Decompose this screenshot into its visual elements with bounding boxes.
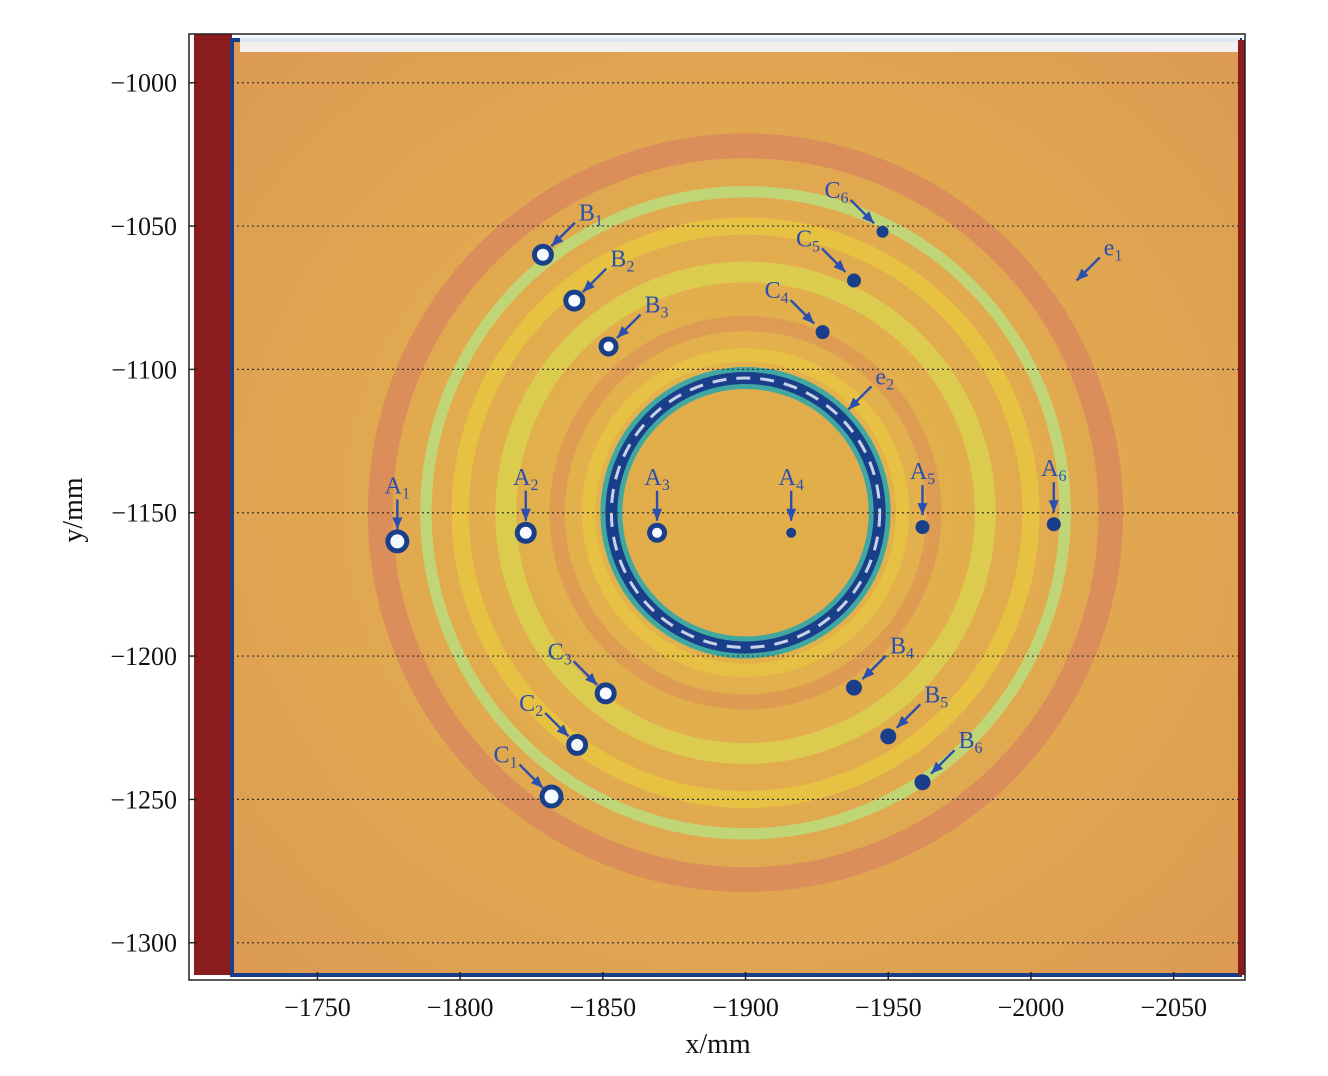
x-axis-ticks: −1750 −1800 −1850 −1900 −1950 −2000 −2050 bbox=[284, 972, 1207, 1022]
field-ring-band bbox=[420, 185, 1071, 840]
annotation-label: B5 bbox=[924, 682, 948, 711]
defect-marker-core bbox=[536, 248, 549, 261]
annotation-arrowhead bbox=[392, 517, 403, 530]
annotation-label: B1 bbox=[579, 201, 603, 230]
annotation-arrowhead bbox=[896, 715, 909, 728]
annotation-label: e2 bbox=[875, 364, 894, 393]
annotation-label: A3 bbox=[644, 465, 669, 494]
defect-marker bbox=[880, 728, 897, 745]
y-axis-title: y/mm bbox=[58, 477, 89, 543]
defect-marker-core bbox=[390, 534, 405, 549]
annotation-arrowhead bbox=[1076, 268, 1089, 281]
annotation-arrowhead bbox=[862, 211, 875, 224]
plot-frame bbox=[188, 33, 1246, 981]
y-tick-label: −1100 bbox=[111, 355, 177, 384]
x-tick-label: −1950 bbox=[855, 993, 922, 1022]
annotation-arrowhead bbox=[930, 761, 943, 774]
defect-marker bbox=[786, 527, 797, 538]
plot-area bbox=[188, 33, 1246, 981]
defect-marker-core bbox=[599, 687, 612, 700]
defect-marker-core bbox=[519, 526, 532, 539]
inner-ring-highlight bbox=[609, 376, 882, 649]
y-tick-label: −1050 bbox=[110, 212, 177, 241]
annotation-label: A2 bbox=[513, 465, 538, 494]
x-tick-label: −1750 bbox=[284, 993, 351, 1022]
annotation-label: B3 bbox=[645, 292, 669, 321]
annotation-arrowhead bbox=[617, 325, 630, 338]
defect-marker-core bbox=[652, 527, 663, 538]
x-tick-label: −2000 bbox=[998, 993, 1065, 1022]
annotation-label: C2 bbox=[519, 691, 543, 720]
defect-marker bbox=[915, 520, 930, 535]
x-axis-title: x/mm bbox=[685, 1029, 751, 1060]
defect-marker bbox=[846, 273, 861, 288]
annotation-label: C6 bbox=[825, 178, 849, 207]
field-ring-band bbox=[367, 133, 1124, 893]
gridlines bbox=[232, 82, 1240, 944]
x-tick-label: −1800 bbox=[427, 993, 494, 1022]
annotation-arrowhead bbox=[551, 234, 564, 247]
y-tick-label: −1000 bbox=[110, 69, 177, 98]
annotation-arrowhead bbox=[786, 508, 797, 521]
y-tick-label: −1300 bbox=[110, 929, 177, 958]
annotation-arrowhead bbox=[556, 724, 569, 737]
annotation-label: C5 bbox=[796, 227, 820, 256]
defect-marker bbox=[876, 225, 889, 238]
annotation-label: C3 bbox=[548, 639, 572, 668]
x-tick-label: −2050 bbox=[1140, 993, 1207, 1022]
annotation-arrowhead bbox=[530, 776, 543, 789]
defect-markers bbox=[385, 225, 1061, 809]
y-axis-ticks: −1000 −1050 −1100 −1150 −1200 −1250 −1300 bbox=[110, 69, 197, 958]
annotation-label: A5 bbox=[910, 459, 935, 488]
annotation-arrowhead bbox=[652, 508, 663, 521]
annotation-label: e1 bbox=[1104, 235, 1123, 264]
x-tick-label: −1900 bbox=[712, 993, 779, 1022]
annotation-label: C1 bbox=[493, 743, 517, 772]
field-ring-band bbox=[451, 217, 1040, 808]
right-red-edge bbox=[1238, 40, 1245, 975]
defect-marker-core bbox=[544, 789, 559, 804]
top-white-band bbox=[240, 34, 1240, 52]
defect-marker-core bbox=[568, 294, 581, 307]
annotation-label: B6 bbox=[958, 728, 982, 757]
inner-disc bbox=[611, 378, 880, 648]
defect-marker bbox=[914, 774, 931, 791]
field-ring-band bbox=[495, 261, 996, 764]
annotation-label: C4 bbox=[765, 278, 789, 307]
x-tick-label: −1850 bbox=[570, 993, 637, 1022]
annotation-label: A6 bbox=[1041, 456, 1066, 485]
annotation-label: B4 bbox=[890, 634, 914, 663]
defect-marker bbox=[1046, 517, 1061, 532]
y-tick-label: −1200 bbox=[110, 642, 177, 671]
defect-marker-core bbox=[571, 738, 584, 751]
defect-marker bbox=[845, 679, 862, 696]
annotation-arrowhead bbox=[917, 503, 928, 516]
annotation-label: B2 bbox=[610, 247, 634, 276]
annotation-label: A4 bbox=[779, 465, 804, 494]
y-tick-label: −1150 bbox=[111, 499, 177, 528]
annotation-arrowhead bbox=[585, 672, 598, 685]
annotation-arrowhead bbox=[582, 280, 595, 293]
annotation-arrowhead bbox=[848, 397, 861, 410]
field-layer bbox=[367, 133, 1124, 893]
scan-image bbox=[194, 34, 1245, 977]
annotation-arrowhead bbox=[1048, 500, 1059, 513]
annotation-arrowhead bbox=[833, 260, 846, 273]
left-red-strip bbox=[194, 34, 232, 975]
defect-marker-core bbox=[603, 341, 614, 352]
annotation-label: A1 bbox=[385, 473, 410, 502]
defect-marker bbox=[815, 325, 830, 340]
annotation-arrowhead bbox=[862, 667, 875, 680]
y-tick-label: −1250 bbox=[110, 785, 177, 814]
annotation-arrowhead bbox=[802, 311, 815, 324]
annotation-arrowhead bbox=[520, 508, 531, 521]
